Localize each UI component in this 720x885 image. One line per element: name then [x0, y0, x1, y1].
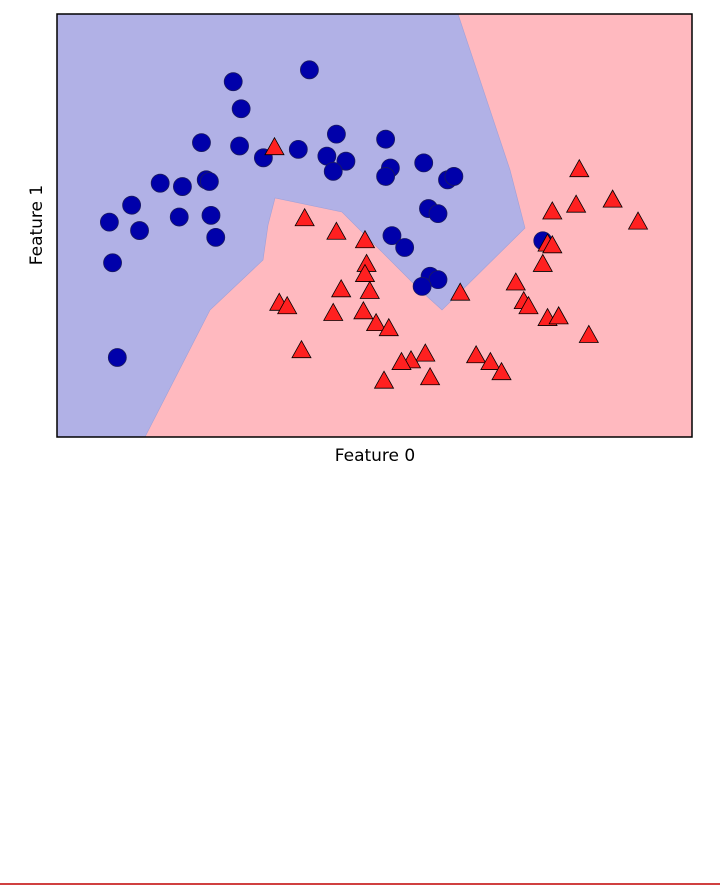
point-circle [326, 124, 346, 144]
point-triangle [548, 306, 569, 325]
point-circle [412, 277, 432, 296]
point-circle [336, 151, 356, 171]
point-triangle [480, 351, 501, 370]
point-circle [376, 167, 396, 186]
point-circle [173, 177, 192, 196]
point-triangle [419, 366, 441, 386]
point-circle [230, 136, 249, 156]
point-triangle [518, 295, 539, 315]
point-triangle [565, 194, 587, 213]
point-circle [444, 167, 464, 186]
point-triangle [353, 300, 374, 320]
point-circle [428, 270, 448, 290]
point-triangle [330, 278, 352, 298]
point-triangle [578, 324, 599, 343]
point-circle [206, 227, 226, 247]
point-circle [323, 161, 343, 181]
point-triangle [264, 136, 285, 156]
point-triangle [505, 272, 526, 291]
point-triangle [323, 302, 344, 321]
point-triangle [326, 221, 347, 240]
point-circle [130, 221, 149, 240]
point-circle [300, 60, 319, 80]
point-triangle [602, 189, 623, 208]
point-circle [223, 72, 243, 92]
point-circle [428, 204, 448, 224]
point-triangle [277, 295, 298, 315]
point-circle [107, 348, 127, 367]
point-triangle [465, 344, 487, 364]
point-circle [231, 99, 251, 119]
plot-frame [56, 13, 693, 438]
point-triangle [294, 207, 315, 227]
point-circle [192, 133, 211, 152]
point-circle [199, 172, 219, 191]
point-circle [376, 129, 396, 149]
x-axis-label: Feature 0 [335, 446, 415, 466]
point-triangle [373, 370, 395, 389]
point-triangle [291, 339, 312, 359]
region-class-0 [56, 13, 526, 438]
point-triangle [542, 234, 563, 254]
point-triangle [491, 361, 512, 381]
point-triangle [450, 282, 471, 301]
point-triangle [532, 253, 553, 272]
point-triangle [359, 280, 380, 299]
y-axis-label: Feature 1 [27, 185, 47, 265]
point-circle [150, 173, 170, 193]
point-circle [414, 153, 434, 173]
point-triangle [391, 351, 412, 370]
point-circle [288, 139, 308, 159]
point-circle [201, 205, 221, 225]
point-triangle [569, 158, 590, 178]
point-triangle [627, 211, 649, 230]
point-triangle [542, 201, 563, 220]
points [99, 60, 649, 389]
point-circle [382, 226, 402, 246]
point-circle [122, 195, 142, 215]
point-triangle [378, 317, 399, 337]
point-triangle [415, 343, 436, 362]
point-triangle [365, 312, 387, 332]
point-circle [103, 253, 122, 273]
point-circle [99, 212, 119, 232]
point-circle [395, 238, 415, 257]
point-triangle [354, 263, 376, 282]
point-circle [169, 207, 189, 227]
point-triangle [354, 229, 376, 249]
